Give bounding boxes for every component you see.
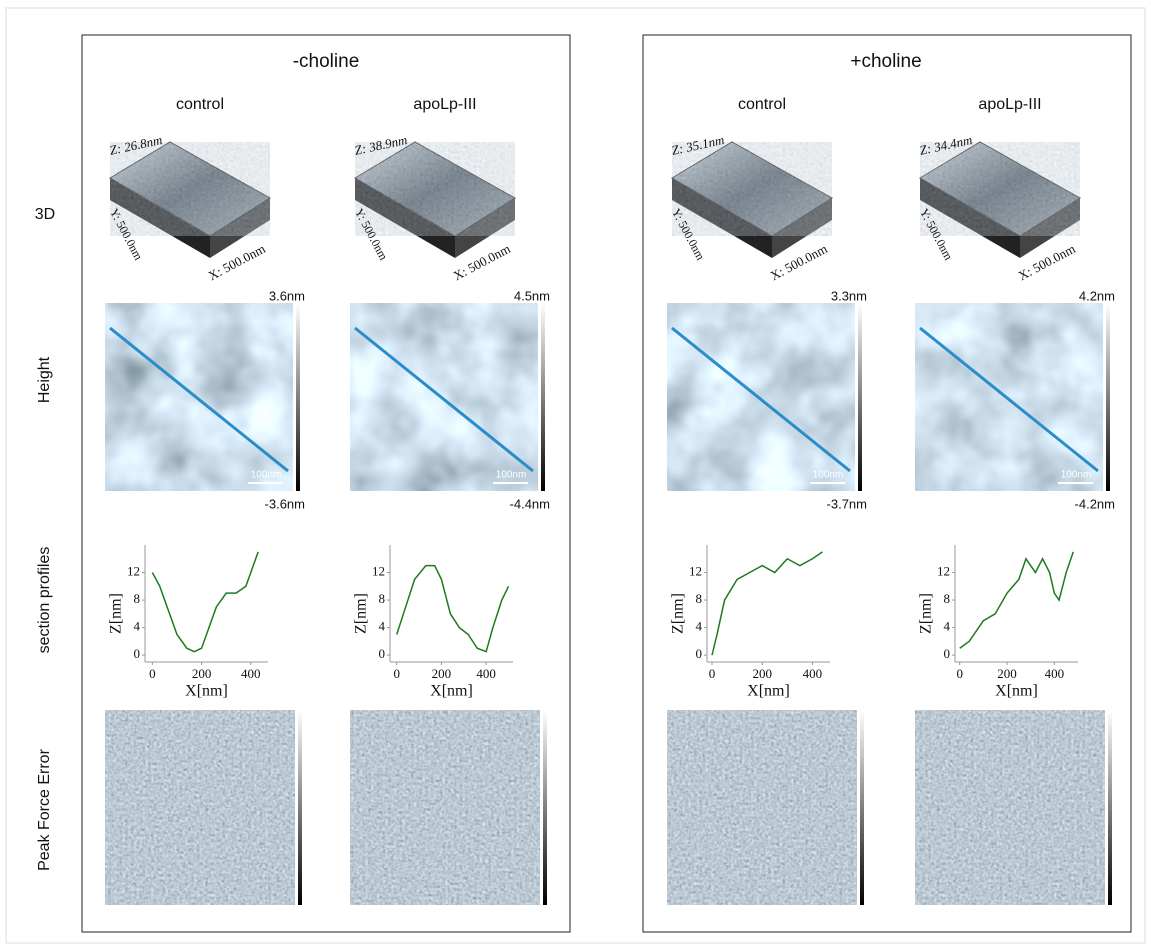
row-label: Peak Force Error: [36, 748, 53, 870]
x-tick-label: 400: [803, 666, 823, 681]
peak-force-image: [667, 710, 857, 905]
x-tick-label: 0: [149, 666, 156, 681]
x-axis-label: X[nm]: [995, 683, 1038, 700]
y-axis-label: Z[nm]: [353, 593, 370, 634]
peak-force-image: [105, 710, 295, 905]
y-tick-label: 12: [937, 564, 950, 579]
x-tick-label: 200: [192, 666, 212, 681]
height-max: 4.2nm: [1079, 288, 1115, 303]
y-tick-label: 8: [379, 591, 386, 606]
x-axis-label: X[nm]: [430, 683, 473, 700]
y-tick-label: 0: [944, 646, 951, 661]
height-image: [350, 303, 538, 491]
x-tick-label: 400: [1045, 666, 1065, 681]
color-bar: [860, 710, 864, 905]
x-tick-label: 0: [393, 666, 400, 681]
row-label: Height: [36, 356, 53, 403]
group-title: +choline: [850, 51, 921, 72]
column-title: control: [176, 96, 224, 113]
height-image: [667, 303, 855, 491]
scale-label: 100nm: [813, 470, 844, 481]
y-tick-label: 0: [134, 646, 141, 661]
height-min: -3.6nm: [265, 496, 305, 511]
x-tick-label: 400: [241, 666, 261, 681]
y-tick-label: 4: [696, 619, 703, 634]
y-axis-label: Z[nm]: [108, 593, 125, 634]
scale-label: 100nm: [1061, 470, 1092, 481]
y-tick-label: 12: [689, 564, 702, 579]
y-tick-label: 0: [696, 646, 703, 661]
color-bar: [858, 303, 862, 491]
x-axis-label: X[nm]: [185, 683, 228, 700]
height-min: -4.2nm: [1075, 496, 1115, 511]
peak-force-image: [350, 710, 540, 905]
y-tick-label: 8: [944, 591, 951, 606]
height-min: -3.7nm: [827, 496, 867, 511]
y-tick-label: 12: [127, 564, 140, 579]
color-bar: [543, 710, 547, 905]
height-max: 4.5nm: [514, 288, 550, 303]
column-title: apoLp-III: [413, 96, 476, 113]
row-label: section profiles: [36, 547, 53, 654]
row-label: 3D: [35, 206, 55, 223]
x-axis-label: X[nm]: [747, 683, 790, 700]
group-title: -choline: [293, 51, 360, 72]
x-tick-label: 200: [997, 666, 1017, 681]
y-axis-label: Z[nm]: [918, 593, 935, 634]
color-bar: [298, 710, 302, 905]
scale-label: 100nm: [251, 470, 282, 481]
color-bar: [296, 303, 300, 491]
y-tick-label: 4: [379, 619, 386, 634]
x-tick-label: 400: [476, 666, 496, 681]
y-axis-label: Z[nm]: [670, 593, 687, 634]
y-tick-label: 12: [372, 564, 385, 579]
height-image: [105, 303, 293, 491]
column-title: control: [738, 96, 786, 113]
height-min: -4.4nm: [510, 496, 550, 511]
height-image: [915, 303, 1103, 491]
scale-label: 100nm: [496, 470, 527, 481]
color-bar: [541, 303, 545, 491]
height-max: 3.6nm: [269, 288, 305, 303]
figure: 3D Height section profiles Peak Force Er…: [0, 0, 1151, 949]
peak-force-image: [915, 710, 1105, 905]
y-tick-label: 8: [696, 591, 703, 606]
y-tick-label: 0: [379, 646, 386, 661]
y-tick-label: 4: [944, 619, 951, 634]
y-tick-label: 8: [134, 591, 141, 606]
color-bar: [1106, 303, 1110, 491]
x-tick-label: 200: [432, 666, 452, 681]
column-title: apoLp-III: [978, 96, 1041, 113]
height-max: 3.3nm: [831, 288, 867, 303]
x-tick-label: 0: [956, 666, 963, 681]
y-tick-label: 4: [134, 619, 141, 634]
color-bar: [1108, 710, 1112, 905]
x-tick-label: 0: [709, 666, 716, 681]
x-tick-label: 200: [752, 666, 772, 681]
